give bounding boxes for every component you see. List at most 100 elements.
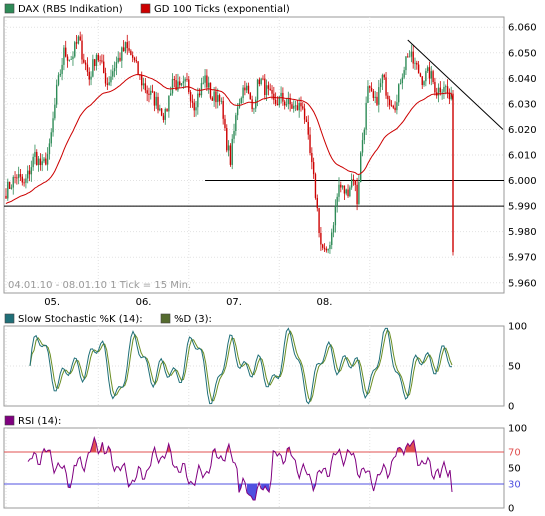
candle-body xyxy=(46,154,49,165)
candle-body xyxy=(12,177,14,188)
candle-body xyxy=(168,95,170,112)
candle-body xyxy=(81,40,83,60)
candle-body xyxy=(363,129,366,141)
price-x-tick-label: 05. xyxy=(44,297,60,308)
candle-body xyxy=(338,184,340,197)
price-y-tick-label: 6.010 xyxy=(508,151,537,162)
candle-body xyxy=(57,75,60,85)
candle-body xyxy=(99,60,101,62)
stochastic-y-axis: 100 50 0 xyxy=(508,322,527,413)
candle-body xyxy=(16,177,18,179)
price-x-tick-label: 08. xyxy=(317,297,333,308)
candle-body xyxy=(207,82,210,88)
candle-body xyxy=(86,64,89,72)
candle-body xyxy=(289,97,291,105)
candle-body xyxy=(340,184,342,188)
candle-body xyxy=(133,57,136,61)
candle-body xyxy=(316,197,318,209)
candle-body xyxy=(390,105,393,107)
candle-body xyxy=(269,88,271,90)
legend-label-dax: DAX (RBS Indikation) xyxy=(18,4,123,15)
candle-body xyxy=(121,47,123,61)
rsi-grid xyxy=(5,428,371,508)
legend-label-gd100: GD 100 Ticks (exponential) xyxy=(154,4,290,15)
candle-body xyxy=(443,86,445,92)
rsi-overbought-fill xyxy=(44,448,51,452)
candle-body xyxy=(334,206,337,226)
candle-body xyxy=(229,145,232,165)
candle-body xyxy=(274,99,277,104)
candle-body xyxy=(141,75,143,86)
candle-body xyxy=(240,98,242,104)
candle-body xyxy=(419,73,422,77)
candle-body xyxy=(417,64,420,74)
candle-body xyxy=(106,83,109,85)
candle-body xyxy=(356,184,358,205)
candle-body xyxy=(224,118,226,129)
rsi-legend: RSI (14): xyxy=(4,415,61,427)
candle-body xyxy=(425,71,427,82)
candle-body xyxy=(95,54,98,66)
candle-body xyxy=(83,59,85,63)
candle-body xyxy=(251,99,253,110)
candle-body xyxy=(177,81,179,91)
price-y-axis: 6.060 6.050 6.040 6.030 6.020 6.010 6.000 5.990… xyxy=(508,23,537,290)
candle-body xyxy=(101,60,103,62)
candle-body xyxy=(445,86,447,88)
rsi-y-tick-label: 50 xyxy=(508,464,521,475)
candle-body xyxy=(437,87,440,96)
candle-body xyxy=(227,145,230,151)
candle-body xyxy=(52,118,54,133)
candle-body xyxy=(200,83,203,96)
candle-body xyxy=(367,86,369,103)
candle-body xyxy=(198,93,201,96)
candle-body xyxy=(303,108,306,120)
candle-body xyxy=(128,48,130,51)
candle-body xyxy=(39,158,42,166)
rsi-line xyxy=(27,435,453,501)
candle-body xyxy=(235,115,237,131)
candle-body xyxy=(378,87,380,105)
candle-body xyxy=(323,247,326,249)
candle-body xyxy=(255,99,257,109)
candle-body xyxy=(285,104,288,106)
rsi-y-tick-label: 30 xyxy=(508,480,521,491)
candle-body xyxy=(14,177,16,178)
candle-body xyxy=(63,47,65,65)
candle-body xyxy=(267,85,270,89)
candle-body xyxy=(23,182,25,184)
candle-body xyxy=(352,179,355,181)
candle-body xyxy=(162,115,165,120)
candle-body xyxy=(385,77,387,96)
candle-body xyxy=(452,93,454,253)
candle-body xyxy=(171,78,174,94)
candle-body xyxy=(113,68,116,72)
candle-body xyxy=(206,75,208,88)
candle-body xyxy=(322,244,324,248)
stochastic-d-line xyxy=(29,328,453,403)
legend-swatch-gd100 xyxy=(140,3,151,14)
candle-body xyxy=(43,158,45,162)
stochastic-legend: Slow Stochastic %K (14): %D (3): xyxy=(4,313,212,325)
candle-body xyxy=(169,93,172,96)
candle-body xyxy=(148,93,150,95)
candle-body xyxy=(28,170,31,175)
candle-body xyxy=(220,100,223,102)
rsi-y-tick-label: 70 xyxy=(508,448,521,459)
candle-body xyxy=(271,89,273,94)
price-y-tick-label: 6.040 xyxy=(508,74,537,85)
price-caption: 04.01.10 - 08.01.10 1 Tick = 15 Min. xyxy=(8,280,191,291)
candle-body xyxy=(392,106,394,108)
candle-body xyxy=(75,42,78,44)
candle-body xyxy=(242,87,244,99)
candle-body xyxy=(312,162,315,175)
candle-body xyxy=(191,101,194,103)
candle-body xyxy=(137,61,139,75)
candle-body xyxy=(405,56,407,71)
candle-body xyxy=(166,109,168,112)
candle-body xyxy=(77,36,80,44)
stochastic-y-tick-label: 0 xyxy=(508,402,514,413)
candle-body xyxy=(25,178,27,183)
candle-body xyxy=(383,74,385,78)
candle-body xyxy=(399,83,402,85)
